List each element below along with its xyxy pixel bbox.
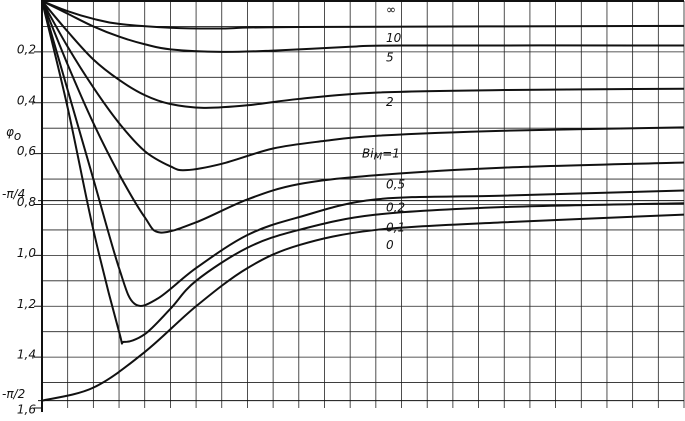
series-name: 1 [392, 146, 400, 160]
y-tick-label: 0,8 [17, 195, 36, 209]
y-tick-label: 1,2 [17, 297, 36, 311]
curve-label: BiM=1 [362, 146, 400, 163]
curve [41, 0, 685, 307]
curve-label: 0,5 [386, 177, 405, 191]
curve [41, 213, 685, 402]
curve [41, 0, 685, 30]
curve-label: 0,2 [386, 201, 405, 215]
curve [41, 0, 685, 53]
y-tick-label: 0,4 [17, 93, 36, 107]
curve [41, 0, 685, 172]
y-tick-label: 1,0 [17, 246, 36, 260]
y-tick-label: 0,2 [17, 42, 36, 56]
curve [41, 0, 685, 234]
y-tick-label: 1,6 [17, 403, 36, 417]
curve [41, 0, 685, 345]
special-tick-label: -π/4 [2, 187, 25, 201]
curve-label: 2 [386, 95, 394, 109]
curve-label: ∞ [386, 3, 396, 17]
y-axis-label: φo [6, 125, 21, 143]
curve-label: 10 [386, 31, 402, 45]
bi-sub: M [374, 151, 383, 162]
bi-eq: = [382, 146, 392, 160]
y-tick-label: 1,4 [17, 348, 36, 362]
y-label-sub: o [14, 129, 21, 143]
y-label-main: φ [6, 125, 14, 139]
y-tick-label: 0,6 [17, 144, 36, 158]
curve [41, 0, 685, 109]
special-tick-label: -π/2 [2, 387, 25, 401]
bi-label: Bi [362, 146, 374, 160]
curve-label: 0 [386, 238, 394, 252]
curve-label: 5 [386, 50, 394, 64]
